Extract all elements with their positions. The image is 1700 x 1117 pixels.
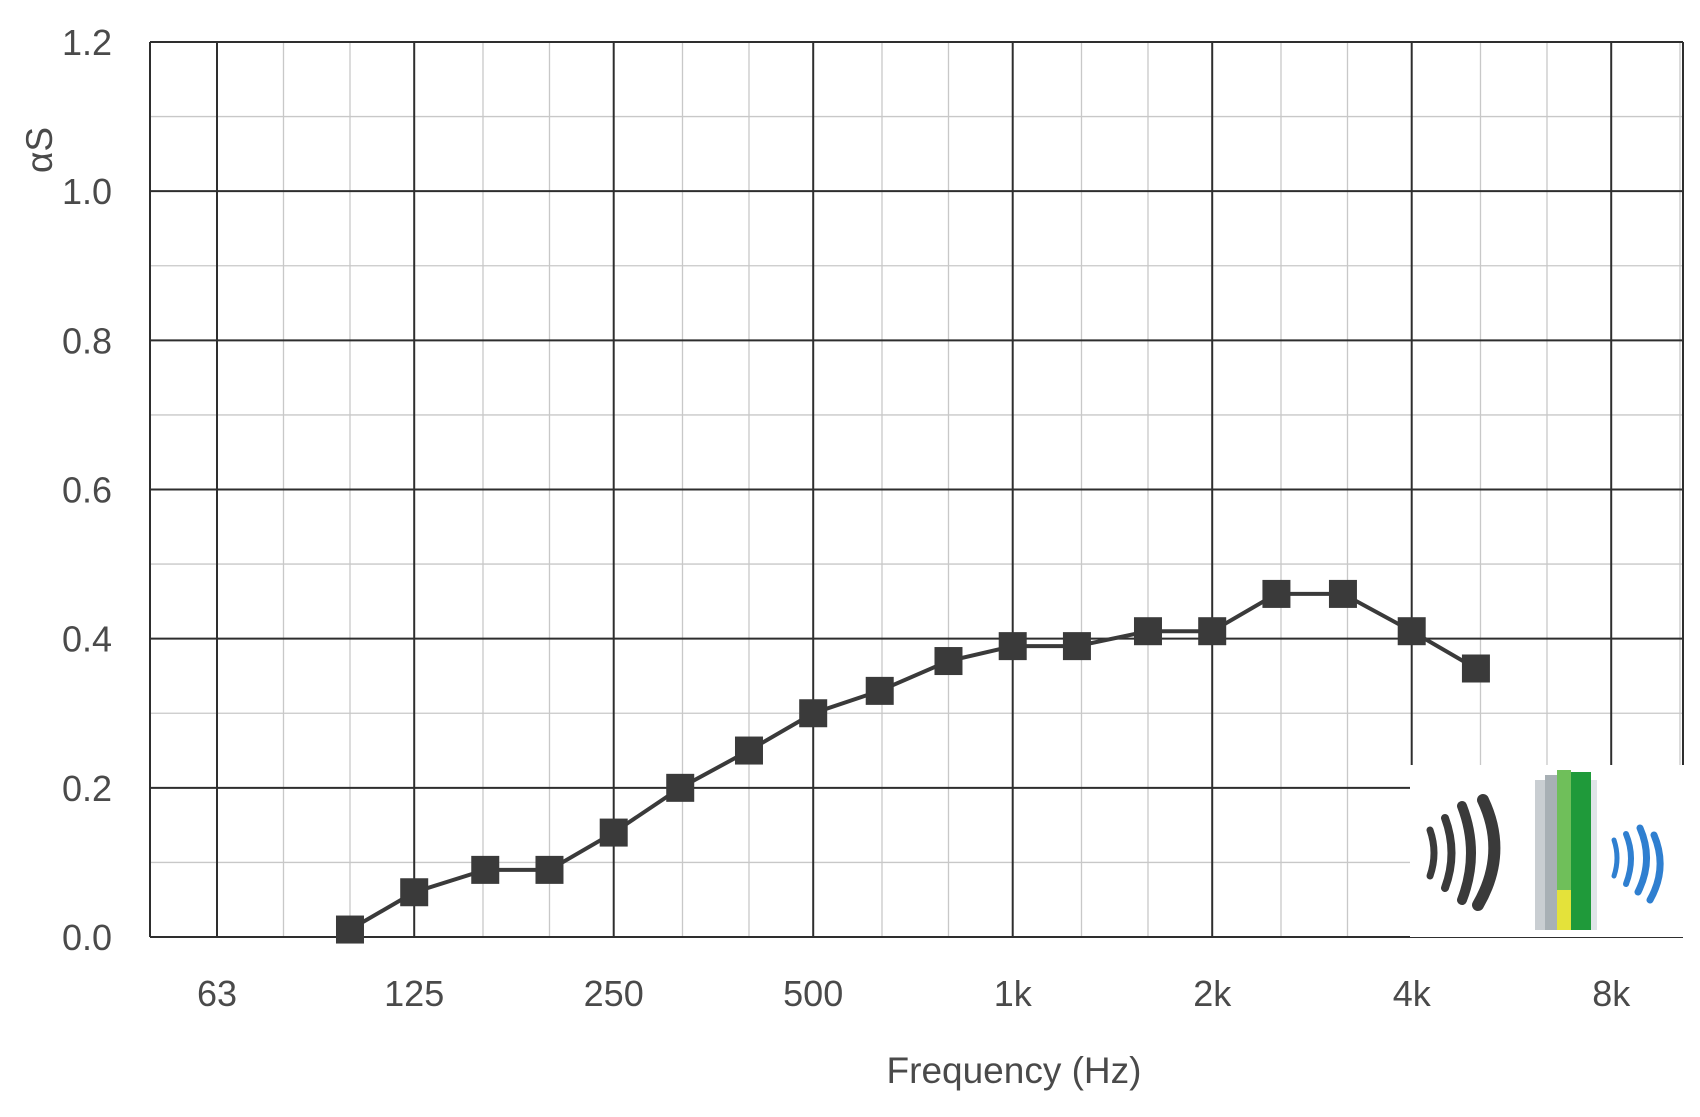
x-tick-label: 125 bbox=[384, 973, 444, 1014]
data-point-marker bbox=[471, 855, 500, 884]
y-tick-label: 0.2 bbox=[62, 768, 112, 809]
data-point-marker bbox=[599, 818, 628, 847]
x-tick-label: 2k bbox=[1193, 973, 1232, 1014]
data-point-marker bbox=[865, 676, 894, 705]
y-tick-label: 0.4 bbox=[62, 619, 112, 660]
data-point-marker bbox=[1062, 632, 1091, 661]
data-point-marker bbox=[734, 736, 763, 765]
x-axis-ticks: 63 125 250 500 1k 2k 4k 8k bbox=[197, 973, 1631, 1014]
data-point-marker bbox=[1133, 617, 1162, 646]
x-tick-label: 1k bbox=[994, 973, 1033, 1014]
x-tick-label: 8k bbox=[1592, 973, 1631, 1014]
y-tick-label: 0.6 bbox=[62, 470, 112, 511]
y-tick-label: 0.8 bbox=[62, 320, 112, 361]
data-point-marker bbox=[998, 632, 1027, 661]
data-point-marker bbox=[1198, 617, 1227, 646]
data-point-marker bbox=[934, 647, 963, 676]
x-axis-label: Frequency (Hz) bbox=[887, 1050, 1142, 1091]
data-point-marker bbox=[666, 773, 695, 802]
data-point-marker bbox=[535, 855, 564, 884]
data-point-marker bbox=[1461, 654, 1490, 683]
x-tick-label: 250 bbox=[584, 973, 644, 1014]
y-tick-label: 1.2 bbox=[62, 22, 112, 63]
data-point-marker bbox=[400, 878, 429, 907]
panel-icon bbox=[1535, 770, 1597, 930]
x-tick-label: 500 bbox=[783, 973, 843, 1014]
x-tick-label: 63 bbox=[197, 973, 237, 1014]
data-point-marker bbox=[1262, 579, 1291, 608]
series-group bbox=[335, 579, 1490, 944]
x-tick-label: 4k bbox=[1393, 973, 1432, 1014]
y-axis-ticks: 0.0 0.2 0.4 0.6 0.8 1.0 1.2 bbox=[62, 22, 112, 958]
data-point-marker bbox=[799, 699, 828, 728]
data-point-marker bbox=[335, 915, 364, 944]
data-point-marker bbox=[1328, 579, 1357, 608]
data-point-marker bbox=[1397, 617, 1426, 646]
y-tick-label: 0.0 bbox=[62, 917, 112, 958]
sound-wave-right-icon bbox=[1611, 824, 1664, 904]
y-axis-label: αS bbox=[19, 127, 60, 173]
sound-wave-left-icon bbox=[1426, 794, 1501, 911]
y-tick-label: 1.0 bbox=[62, 171, 112, 212]
sound-absorption-panel-icon bbox=[1410, 765, 1686, 937]
